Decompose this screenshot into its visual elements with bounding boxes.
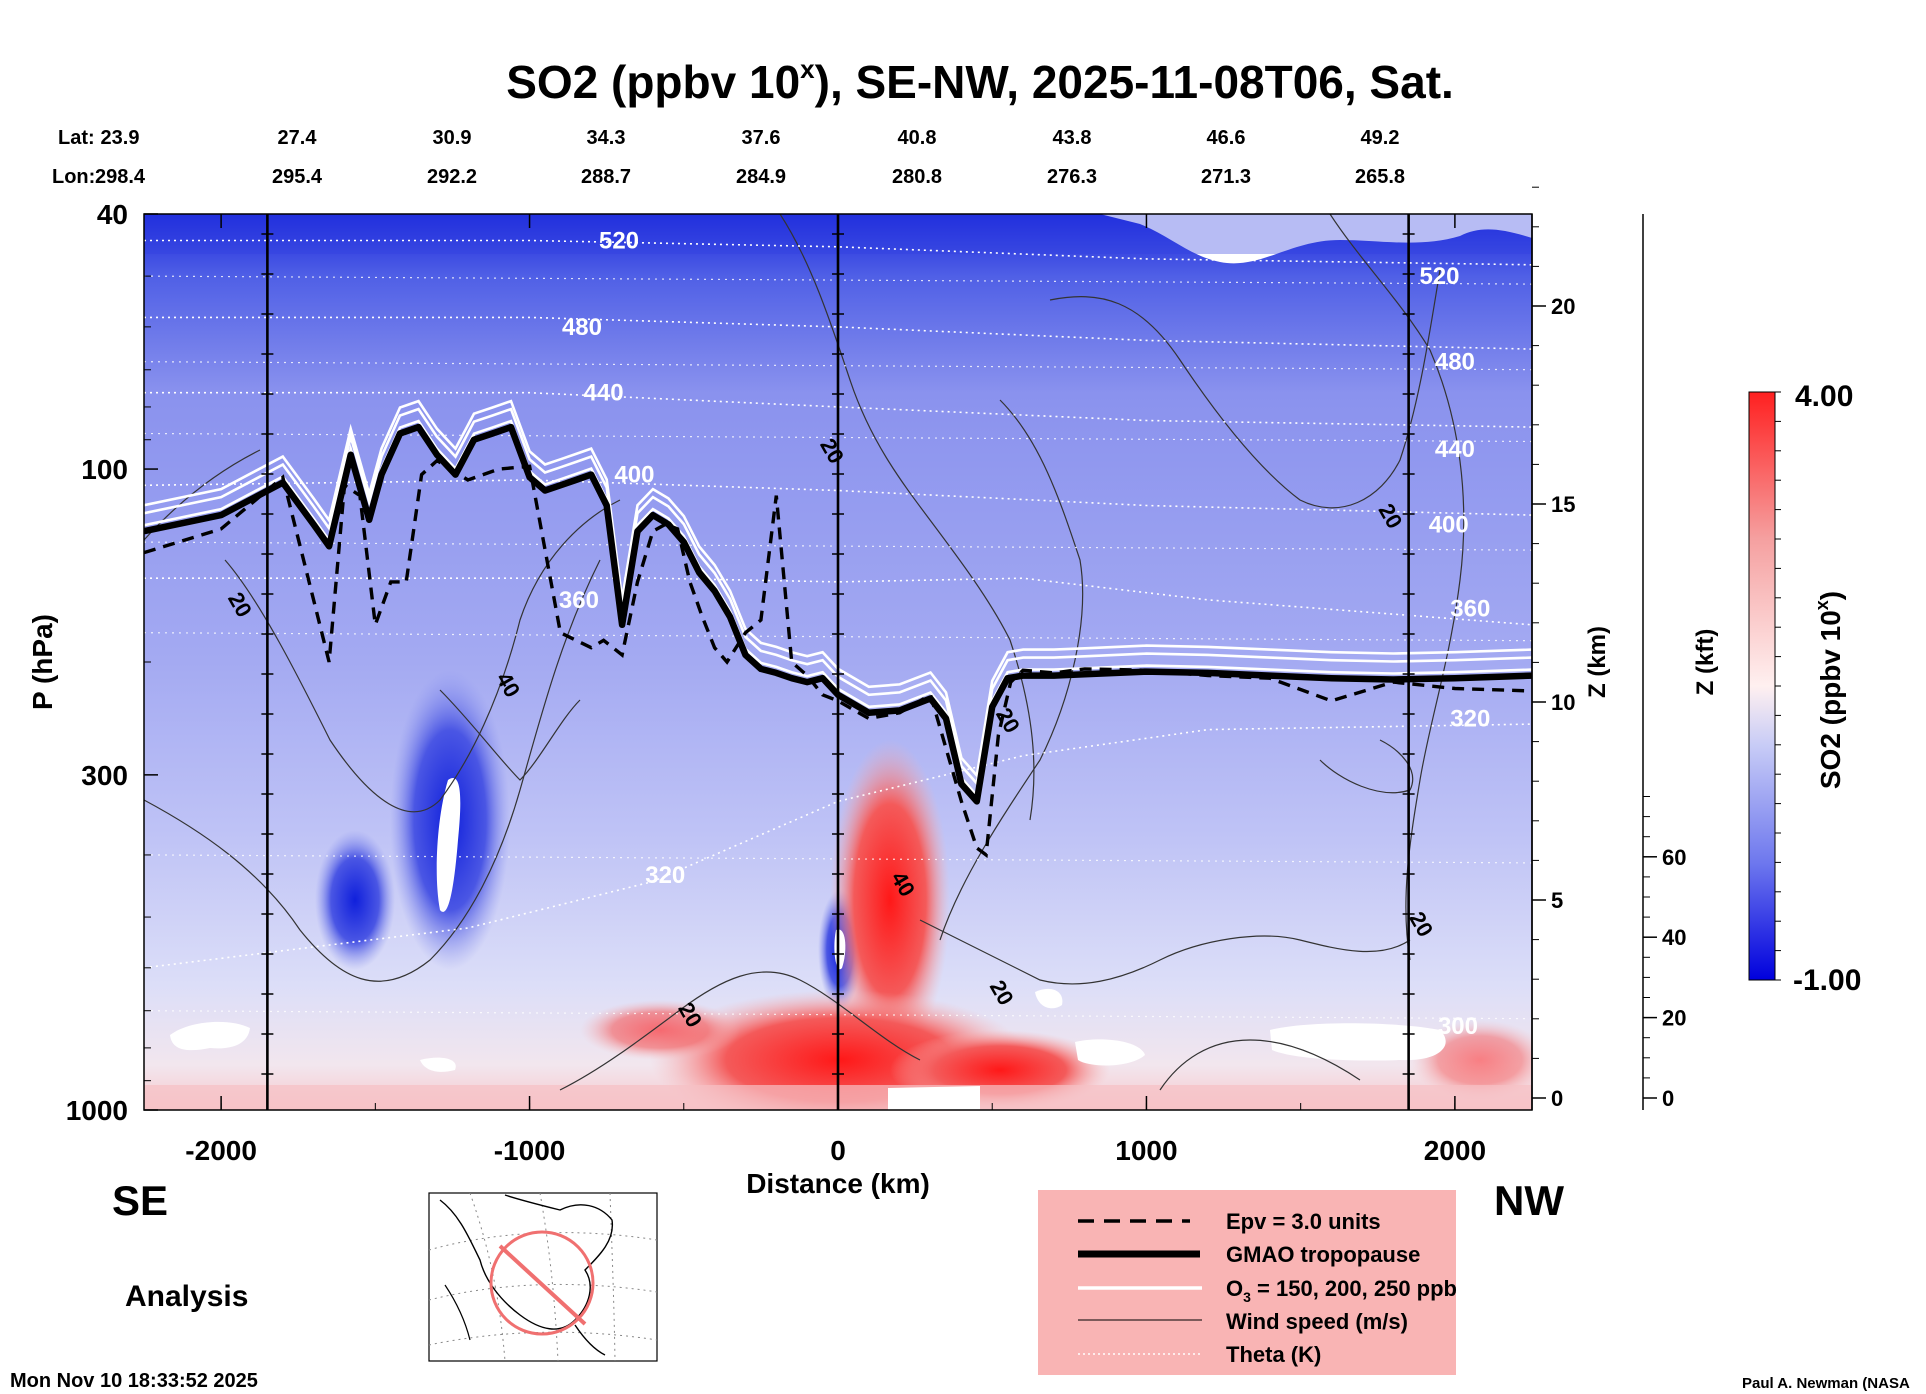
legend-ozone: O3 = 150, 200, 250 ppb [1226, 1276, 1457, 1305]
lat-value-5: 40.8 [898, 127, 937, 149]
lon-value-0: 298.4 [95, 166, 146, 188]
legend-epv: Epv = 3.0 units [1226, 1209, 1381, 1234]
x-tick-label-0: -2000 [185, 1135, 257, 1166]
lon-value-5: 280.8 [892, 166, 942, 188]
theta-label-11: 320 [645, 862, 685, 889]
so2-blue-plume-2 [315, 830, 395, 970]
theta-label-2: 440 [1435, 436, 1475, 463]
lon-value-4: 284.9 [736, 166, 786, 188]
lon-value-8: 265.8 [1355, 166, 1405, 188]
lat-label: Lat: [58, 127, 95, 149]
so2-white-patch-1 [436, 778, 461, 912]
z-km-tick-label-1: 5 [1551, 888, 1563, 913]
theta-label-12: 300 [1438, 1013, 1478, 1040]
z-km-tick-label-2: 10 [1551, 690, 1575, 715]
colorbar [1748, 391, 1776, 981]
z-kft-tick-label-1: 20 [1662, 1006, 1686, 1031]
colorbar-ticks [1775, 391, 1781, 981]
se-label: SE [112, 1177, 168, 1224]
z-km-tick-label-0: 0 [1551, 1086, 1563, 1111]
so2-upper-cutout [1100, 214, 1532, 264]
lat-value-7: 46.6 [1207, 127, 1246, 149]
z-kft-tick-label-3: 60 [1662, 845, 1686, 870]
tropopause-line [144, 423, 1532, 805]
colorbar-max-label: 4.00 [1795, 380, 1853, 413]
theta-labels: 360 400 440 480 520 360 400 440 480 520 320 320 300 [559, 228, 1490, 1041]
lon-value-3: 288.7 [581, 166, 631, 188]
theta-label-10: 320 [1450, 705, 1490, 732]
z-km-tick-label-4: 20 [1551, 294, 1575, 319]
lon-value-1: 295.4 [272, 166, 323, 188]
colorbar-min-label: -1.00 [1793, 964, 1861, 997]
z-kft-tick-label-0: 0 [1662, 1086, 1674, 1111]
section-markers [261, 214, 1415, 1110]
lon-value-7: 271.3 [1201, 166, 1251, 188]
wind-speed-contours [144, 214, 1465, 1091]
theta-label-3: 480 [1435, 349, 1475, 376]
theta-label-9: 520 [599, 228, 639, 255]
credit: Paul A. Newman (NASA [1742, 1375, 1910, 1392]
so2-white-patch-4 [1270, 1023, 1446, 1061]
nw-label: NW [1494, 1177, 1564, 1224]
z-km-label: Z (km) [1584, 626, 1611, 698]
x-tick-label-1: -1000 [494, 1135, 566, 1166]
x-axis-label: Distance (km) [746, 1168, 930, 1199]
theta-label-7: 440 [584, 380, 624, 407]
so2-white-patch-6 [1035, 988, 1063, 1009]
theta-label-5: 360 [559, 587, 599, 614]
legend: Epv = 3.0 units GMAO tropopause O3 = 150… [1038, 1190, 1457, 1375]
lat-value-8: 49.2 [1361, 127, 1400, 149]
profile-lines [144, 239, 1532, 1020]
lat-value-6: 43.8 [1053, 127, 1092, 149]
lat-value-4: 37.6 [742, 127, 781, 149]
legend-wind: Wind speed (m/s) [1226, 1309, 1408, 1334]
lat-lon-row: 23.9 27.4 30.9 34.3 37.6 40.8 43.8 46.6 49.2 298.… [95, 127, 1405, 188]
p-tick-label-3: 1000 [66, 1095, 128, 1126]
y-axis-label: P (hPa) [27, 614, 58, 710]
z-km-axis: 0 5 10 15 20 [1531, 186, 1575, 1111]
theta-label-8: 480 [562, 314, 602, 341]
theta-label-6: 400 [614, 462, 654, 489]
so2-white-patch-8 [888, 1086, 980, 1110]
lon-label: Lon: [52, 166, 95, 188]
p-tick-label-0: 40 [97, 199, 128, 230]
lon-value-2: 292.2 [427, 166, 477, 188]
theta-label-1: 400 [1429, 511, 1469, 538]
z-km-tick-label-3: 15 [1551, 492, 1575, 517]
z-kft-label: Z (kft) [1692, 629, 1719, 696]
epv-line [144, 458, 1532, 859]
chart-title: SO2 (ppbv 10x), SE-NW, 2025-11-08T06, Sa… [506, 54, 1454, 108]
x-tick-label-4: 2000 [1424, 1135, 1486, 1166]
so2-red-plume-1 [830, 740, 950, 1060]
x-tick-label-3: 1000 [1115, 1135, 1177, 1166]
lat-value-2: 30.9 [433, 127, 472, 149]
x-axis: -2000 -1000 0 1000 2000 [185, 214, 1486, 1166]
inset-map [428, 1192, 658, 1362]
timestamp: Mon Nov 10 18:33:52 2025 [10, 1370, 258, 1392]
colorbar-label: SO2 (ppbv 10x) [1812, 591, 1846, 789]
theta-label-4: 520 [1419, 263, 1459, 290]
legend-theta: Theta (K) [1226, 1342, 1321, 1367]
lon-value-6: 276.3 [1047, 166, 1097, 188]
so2-white-patch-7 [420, 1057, 456, 1072]
so2-white-patch-5 [1075, 1039, 1145, 1066]
analysis-label: Analysis [125, 1280, 248, 1313]
so2-white-patch-3 [170, 1021, 250, 1051]
pressure-axis: 40 100 300 1000 [66, 199, 158, 1126]
p-tick-label-1: 100 [81, 454, 128, 485]
theta-label-0: 360 [1450, 595, 1490, 622]
z-kft-tick-label-2: 40 [1662, 925, 1686, 950]
legend-tropopause: GMAO tropopause [1226, 1242, 1420, 1267]
ozone-line-0 [144, 399, 1532, 779]
p-tick-label-2: 300 [81, 760, 128, 791]
lat-value-0: 23.9 [101, 127, 140, 149]
ozone-line-1 [144, 407, 1532, 787]
lat-value-3: 34.3 [587, 127, 626, 149]
x-tick-label-2: 0 [830, 1135, 846, 1166]
so2-red-plume-4 [580, 1000, 740, 1060]
z-kft-axis: 0 20 40 60 [1642, 214, 1686, 1111]
lat-value-1: 27.4 [278, 127, 318, 149]
